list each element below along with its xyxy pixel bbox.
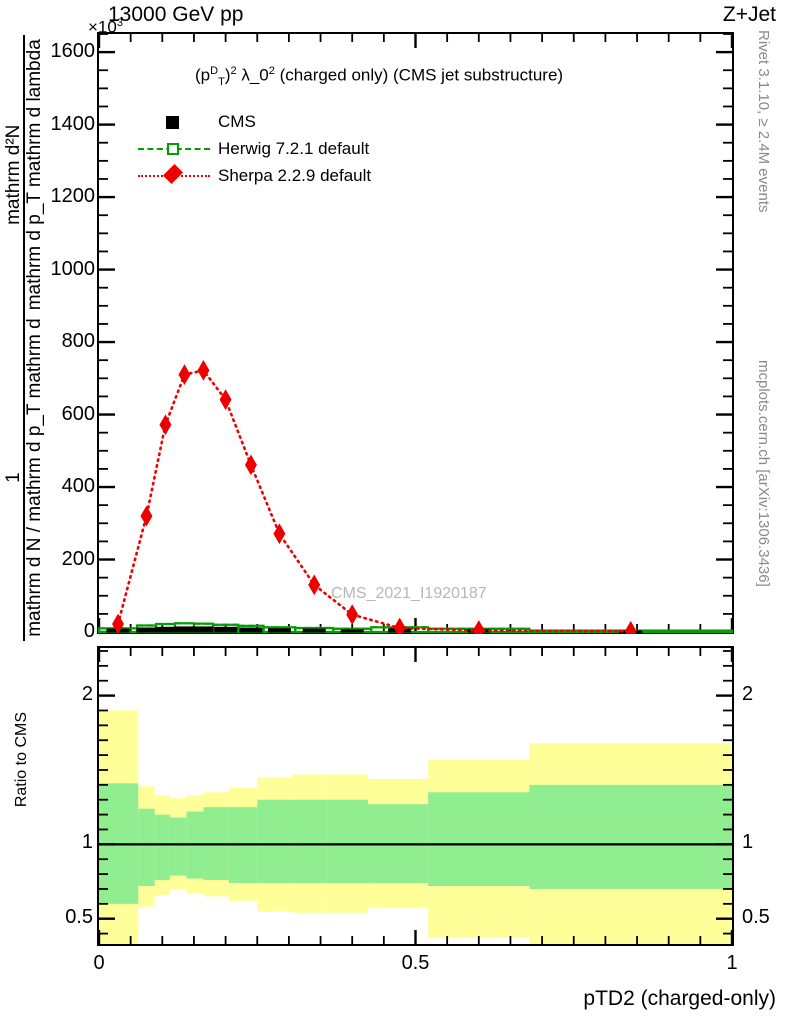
sherpa-data-point [244,454,257,476]
sherpa-data-point [346,604,359,625]
xtick-0: 0 [93,952,105,974]
mcplots-reference-label: mcplots.cern.ch [arXiv:1306.3436] [755,360,772,587]
title-lambda: λ_0 [241,65,269,85]
main-ytick-0: 0 [83,620,95,642]
filled-diamond-icon [163,163,183,184]
y-axis-denominator: mathrm d p_T mathrm d lambda [24,39,45,311]
legend-entry-cms[interactable]: CMS [138,108,371,135]
ratio-ytick-left-0.5: 0.5 [65,905,93,928]
main-ytick-1200: 1200 [50,185,96,208]
xtick-0.5: 0.5 [401,952,430,974]
ratio-inner-band [154,814,170,881]
ratio-inner-band [138,808,155,886]
main-plot-area [97,32,734,634]
title-rest: (charged only) (CMS jet substructure) [279,65,564,85]
title-square-2: 2 [268,65,275,77]
sherpa-data-point [393,617,406,634]
sherpa-data-point [472,620,485,634]
y-axis-prefix-fraction: 1 mathrm d N / mathrm d p_T mathrm d [2,314,45,641]
title-square-1: 2 [230,65,237,77]
ratio-ytick-right-1: 1 [742,831,754,854]
sherpa-data-point [624,620,637,634]
ratio-inner-band [326,799,369,884]
sherpa-data-point [308,574,321,596]
ratio-inner-band [292,799,327,884]
xtick-1: 1 [726,952,738,974]
ratio-inner-band [529,784,732,889]
process-label: Z+Jet [722,3,776,26]
title-sub-T: T [218,76,225,89]
filled-square-icon [166,115,179,129]
rivet-version-label: Rivet 3.1.10, ≥ 2.4M events [755,30,772,213]
legend-symbol-sherpa [138,163,210,186]
sherpa-data-point [219,389,232,411]
analysis-id-watermark: CMS_2021_I1920187 [331,585,487,602]
scale-mantissa: ×10 [88,17,117,37]
legend-label-sherpa: Sherpa 2.2.9 default [218,165,372,185]
beam-energy-label: 13000 GeV pp [108,3,244,26]
y-axis-main-fraction: mathrm d²N mathrm d p_T mathrm d lambda [2,35,45,315]
sherpa-data-point [273,523,286,545]
scale-exponent: 3 [116,17,123,29]
sherpa-data-point [197,359,210,381]
y-axis-prefix-numerator: 1 [2,472,24,483]
sherpa-data-point [159,414,172,436]
main-ytick-1000: 1000 [50,257,96,280]
ratio-ytick-left-1: 1 [81,831,93,854]
legend-symbol-herwig [138,139,210,159]
ratio-ytick-right-0.5: 0.5 [742,905,770,928]
main-y-axis-label: 1 mathrm d N / mathrm d p_T mathrm d mat… [2,18,45,658]
main-ytick-1600: 1600 [50,40,96,63]
main-ytick-800: 800 [61,330,95,353]
sherpa-data-point [178,364,191,386]
legend: CMS Herwig 7.2.1 default Sherpa 2.2.9 de… [138,108,371,189]
ratio-plot-canvas [97,648,734,944]
title-sup-D: D [210,65,219,77]
y-scale-factor: ×103 [88,18,123,36]
open-square-icon [167,142,179,155]
ratio-ytick-left-2: 2 [81,682,93,705]
ratio-inner-band [428,792,530,886]
sherpa-data-point [140,505,153,527]
legend-entry-sherpa[interactable]: Sherpa 2.2.9 default [138,162,371,189]
main-plot-canvas [97,33,734,634]
sherpa-data-point [112,613,124,634]
legend-label-cms: CMS [218,111,256,131]
legend-symbol-cms [138,112,210,132]
ratio-ytick-right-2: 2 [742,682,754,705]
y-axis-prefix-denominator: mathrm d N / mathrm d p_T mathrm d [24,318,45,637]
main-ytick-1400: 1400 [50,112,96,135]
main-ytick-600: 600 [61,402,95,425]
y-axis-numerator: mathrm d²N [2,124,24,225]
title-p-open: (p [195,65,211,85]
ratio-y-axis-label: Ratio to CMS [13,712,30,808]
x-axis-label: pTD2 (charged-only) [583,987,776,1010]
plot-title: (pDT)2 λ_02 (charged only) (CMS jet subs… [195,66,563,88]
ratio-inner-band [257,799,293,884]
ratio-inner-band [169,817,187,876]
legend-label-herwig: Herwig 7.2.1 default [218,138,370,158]
main-ytick-400: 400 [61,475,95,498]
main-ytick-200: 200 [61,547,95,570]
title-paren-close: ) [224,65,231,85]
legend-entry-herwig[interactable]: Herwig 7.2.1 default [138,135,371,162]
